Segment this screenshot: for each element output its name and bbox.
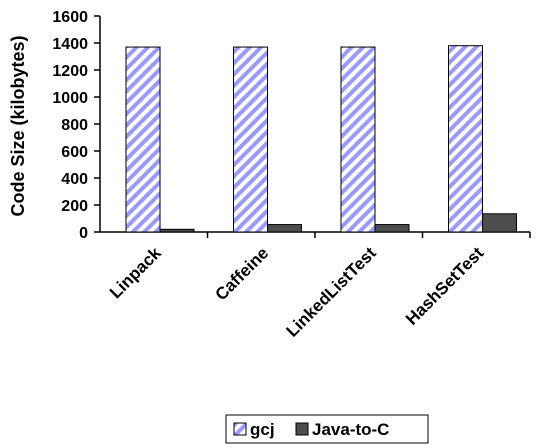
y-tick-label: 1200 <box>52 63 88 80</box>
y-tick-label: 1600 <box>52 9 88 26</box>
y-tick-label: 0 <box>79 225 88 242</box>
category-label: Caffeine <box>211 243 272 304</box>
bar-java-to-c-linkedlisttest <box>374 224 410 233</box>
y-tick-label: 800 <box>61 117 88 134</box>
category-label: HashSetTest <box>402 243 488 329</box>
y-tick-label: 600 <box>61 144 88 161</box>
legend: gcj Java-to-C <box>225 414 429 444</box>
bar-java-to-c-caffeine <box>267 224 302 233</box>
category-label: LinkedListTest <box>282 243 380 341</box>
bar-gcj-linkedlisttest <box>340 46 376 233</box>
legend-box <box>225 414 429 444</box>
bar-java-to-c-hashsettest <box>482 213 517 233</box>
bar-gcj-caffeine <box>233 46 268 233</box>
legend-swatch <box>295 422 309 436</box>
bar-gcj-hashsettest <box>448 45 483 233</box>
y-tick-label: 200 <box>61 198 88 215</box>
bar-gcj-linpack <box>125 46 161 233</box>
bar-java-to-c-linpack <box>159 228 195 233</box>
legend-swatch <box>233 422 247 436</box>
y-tick-label: 1400 <box>52 36 88 53</box>
y-tick-label: 400 <box>61 171 88 188</box>
category-label: Linpack <box>106 243 165 302</box>
y-tick-label: 1000 <box>52 90 88 107</box>
legend-label: Java-to-C <box>312 420 389 439</box>
y-axis-title: Code Size (kilobytes) <box>8 35 28 216</box>
legend-label: gcj <box>250 420 275 439</box>
